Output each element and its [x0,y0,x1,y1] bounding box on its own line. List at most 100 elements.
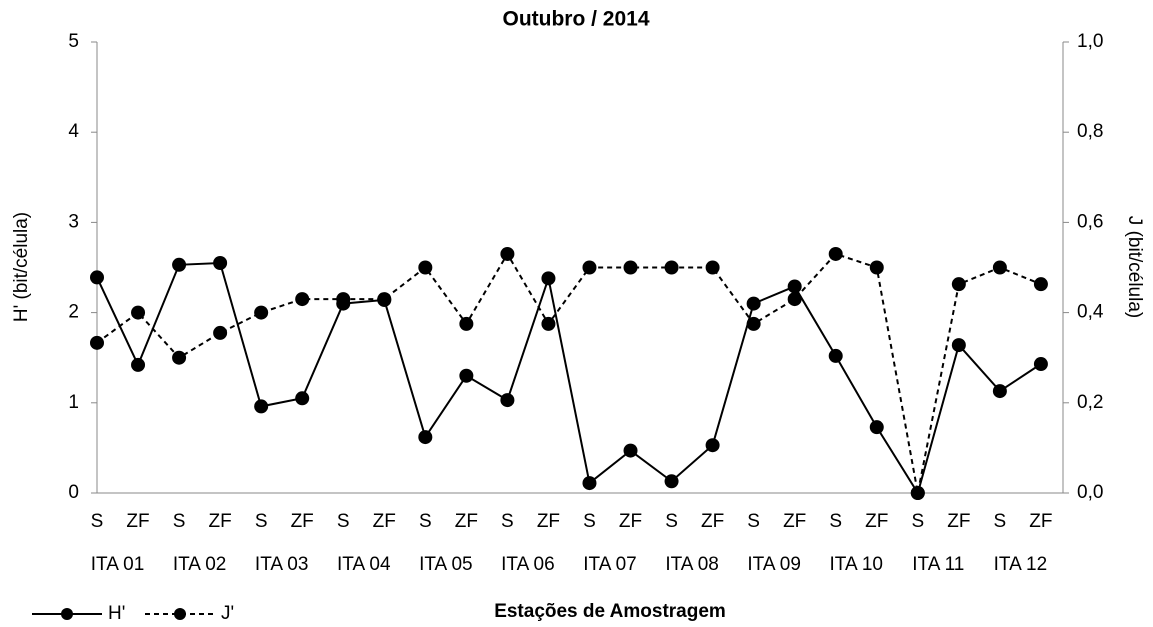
data-point [1033,357,1048,372]
y2-axis-label: J (bit/célula) [1124,216,1145,318]
data-point [705,438,720,453]
x-tick-label: S [583,511,596,532]
data-point [623,443,638,458]
data-point [459,316,474,331]
data-point [664,260,679,275]
x-group-label: ITA 05 [419,554,473,575]
data-point [951,338,966,353]
data-point [459,368,474,383]
x-axis-label: Estações de Amostragem [494,601,726,622]
x-tick-label: ZF [455,511,478,532]
data-point [869,420,884,435]
x-tick-label: S [665,511,678,532]
data-point [869,260,884,275]
x-group-label: ITA 01 [91,554,145,575]
data-point [90,270,104,285]
y2-tick-label: 0,8 [1077,121,1103,142]
data-point [295,292,310,307]
x-tick-label: ZF [783,511,806,532]
x-group-label: ITA 12 [994,554,1048,575]
legend-label: J' [221,603,234,624]
data-point [254,399,269,414]
x-tick-label: ZF [947,511,970,532]
data-point [418,260,433,275]
x-tick-label: ZF [619,511,642,532]
data-point [705,260,720,275]
data-point [828,348,843,363]
data-point [541,316,556,331]
data-point [787,279,802,294]
x-group-label: ITA 04 [337,554,391,575]
data-point [131,357,146,372]
data-point [131,305,146,320]
x-tick-label: S [91,511,104,532]
x-tick-label: S [911,511,924,532]
x-tick-label: S [747,511,760,532]
x-group-label: ITA 08 [665,554,719,575]
data-point [90,335,104,350]
data-point [623,260,638,275]
x-tick-label: S [501,511,514,532]
data-point [172,257,187,272]
data-point [992,384,1007,399]
x-tick-label: ZF [291,511,314,532]
y2-tick-label: 0,2 [1077,392,1103,413]
x-group-label: ITA 06 [501,554,555,575]
y-axis-label: H' (bit/célula) [11,212,32,322]
series-line [96,251,1042,494]
data-point [500,393,515,408]
x-group-label: ITA 09 [747,554,801,575]
data-point [541,271,556,286]
legend-marker [174,608,186,620]
x-tick-label: S [994,511,1007,532]
y-tick-label: 4 [68,121,79,142]
data-point [418,430,433,445]
data-point [828,246,843,261]
x-tick-label: ZF [1029,511,1052,532]
y2-tick-label: 0,0 [1077,482,1103,503]
data-point [500,246,515,261]
x-tick-label: ZF [373,511,396,532]
data-point [336,292,351,307]
x-group-label: ITA 11 [912,554,964,575]
legend-label: H' [108,603,125,624]
x-tick-label: ZF [865,511,888,532]
data-point [951,277,966,292]
data-point [787,292,802,307]
y2-tick-label: 1,0 [1077,31,1103,52]
data-point [172,350,187,365]
legend-marker [61,608,73,620]
series-line [96,261,1042,496]
x-tick-label: S [419,511,432,532]
y-tick-label: 2 [68,302,79,323]
data-point [664,474,679,489]
x-tick-label: S [173,511,186,532]
data-point [377,292,392,307]
y2-tick-label: 0,6 [1077,211,1103,232]
x-tick-label: ZF [537,511,560,532]
y-tick-label: 1 [68,392,79,413]
x-group-label: ITA 10 [829,554,883,575]
x-tick-label: ZF [126,511,149,532]
y-tick-label: 0 [68,482,79,503]
x-group-label: ITA 03 [255,554,309,575]
data-point [1033,277,1048,292]
y2-tick-label: 0,4 [1077,302,1104,323]
x-group-label: ITA 02 [173,554,227,575]
x-tick-label: S [255,511,268,532]
x-tick-label: ZF [701,511,724,532]
data-point [582,260,597,275]
data-point [992,260,1007,275]
data-point [295,391,310,406]
data-point [746,316,761,331]
y-tick-label: 5 [68,31,79,52]
data-point [213,325,228,340]
x-tick-label: ZF [209,511,232,532]
data-point [254,305,269,320]
x-tick-label: S [829,511,842,532]
x-tick-label: S [337,511,350,532]
data-point [213,255,228,270]
data-point [746,296,761,311]
